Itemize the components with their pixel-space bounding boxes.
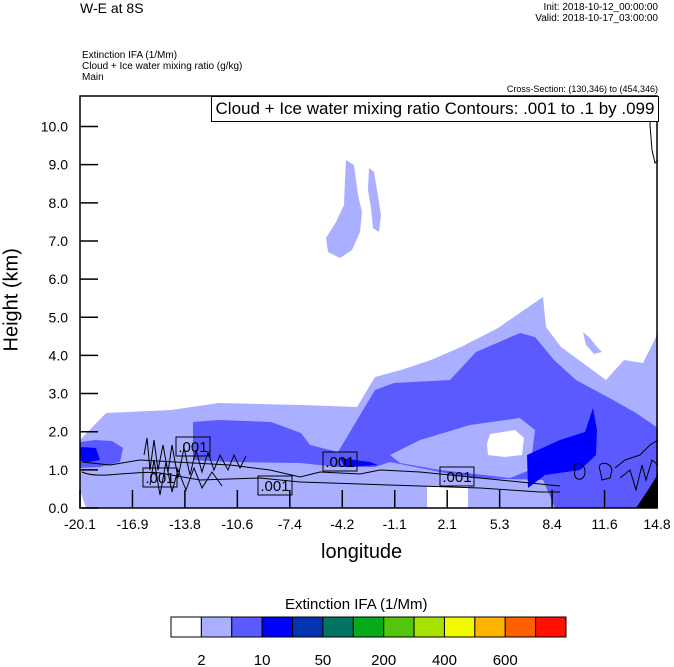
fill-level-20-left	[80, 447, 100, 462]
fill-level-20	[527, 408, 597, 488]
contour-line	[149, 459, 223, 496]
colorbar-label: 200	[371, 652, 396, 667]
y-tick-label: 9.0	[49, 157, 69, 173]
field-name-1: Extinction IFA (1/Mm)	[82, 50, 178, 61]
x-tick-label: -7.4	[278, 516, 302, 532]
colorbar-swatch	[443, 616, 476, 638]
colorbar-swatch	[261, 616, 294, 638]
field-name-2: Cloud + Ice water mixing ratio (g/kg)	[82, 61, 243, 72]
colorbar-swatch	[200, 616, 233, 638]
fill-level-2-upper-cloud-2	[368, 168, 381, 232]
colorbar-label: 400	[432, 652, 457, 667]
contour-label-box	[322, 451, 358, 472]
y-tick-label: 1.0	[49, 462, 69, 478]
x-tick-label: -16.9	[116, 516, 148, 532]
x-tick-label: 2.1	[437, 516, 457, 532]
contour-label: .001	[178, 439, 207, 456]
x-tick-label: -13.8	[169, 516, 201, 532]
colorbar-label: 10	[254, 652, 271, 667]
contour-line	[143, 437, 247, 479]
y-tick-label: 10.0	[41, 119, 68, 135]
contour-line	[619, 459, 659, 492]
fill-level-2-upper-cloud	[326, 160, 362, 258]
contour-line	[598, 462, 613, 481]
y-tick-label: 8.0	[49, 195, 69, 211]
contour-line	[614, 439, 659, 469]
colorbar-swatch	[231, 616, 263, 638]
plot-title: W-E at 8S	[80, 0, 144, 16]
x-tick-label: 5.3	[490, 516, 510, 532]
x-tick-label: -4.2	[330, 516, 354, 532]
colorbar-swatch	[535, 616, 567, 638]
y-tick-label: 3.0	[49, 386, 69, 402]
x-tick-label: -10.6	[221, 516, 253, 532]
colorbar-swatch	[292, 616, 324, 638]
colorbar-label: 2	[197, 652, 205, 667]
colorbar-swatch	[504, 616, 537, 638]
y-tick-label: 2.0	[49, 424, 69, 440]
y-tick-label: 4.0	[49, 347, 69, 363]
y-axis-label: Height (km)	[0, 248, 23, 352]
fill-level-below-2-core	[487, 430, 524, 457]
contour-label: .001	[325, 454, 354, 471]
colorbar-swatch	[322, 616, 354, 638]
colorbar-swatch	[474, 616, 506, 638]
x-tick-label: 8.4	[542, 516, 562, 532]
colorbar-label: 50	[315, 652, 332, 667]
cross-section-label: Cross-Section: (130,346) to (454,346)	[506, 84, 658, 94]
colorbar-swatch	[352, 616, 385, 638]
y-tick-label: 0.0	[49, 500, 69, 516]
contour-line	[81, 471, 560, 493]
init-time: Init: 2018-10-12_00:00:00	[543, 2, 658, 13]
y-tick-label: 5.0	[49, 309, 69, 325]
field-name-3: Main	[82, 72, 104, 83]
contour-label: .001	[260, 478, 289, 495]
x-axis-label: longitude	[321, 541, 403, 563]
terrain	[636, 474, 658, 508]
x-tick-label: 14.8	[643, 516, 670, 532]
colorbar-swatch	[383, 616, 415, 638]
y-tick-label: 7.0	[49, 233, 69, 249]
contour-label-box	[142, 467, 178, 488]
contour-label-box	[175, 436, 211, 457]
x-tick-label: -20.1	[64, 516, 96, 532]
colorbar-title: Extinction IFA (1/Mm)	[285, 596, 428, 613]
contour-line	[573, 463, 586, 480]
fill-level-2-blob	[583, 332, 602, 354]
fill-level-20-mid	[340, 458, 378, 467]
contour-info-label: Cloud + Ice water mixing ratio Contours:…	[211, 96, 659, 122]
colorbar-label: 600	[493, 652, 518, 667]
x-tick-label: 11.6	[591, 516, 617, 532]
y-tick-label: 6.0	[49, 271, 69, 287]
colorbar-swatch	[413, 616, 445, 638]
contour-label: .001	[442, 469, 471, 486]
contour-label: .001	[145, 470, 174, 487]
colorbar-swatch	[170, 616, 202, 638]
valid-time: Valid: 2018-10-17_03:00:00	[535, 13, 658, 24]
contour-label-box	[257, 475, 293, 496]
x-tick-label: -1.1	[383, 516, 407, 532]
contour-label-box	[439, 466, 475, 487]
